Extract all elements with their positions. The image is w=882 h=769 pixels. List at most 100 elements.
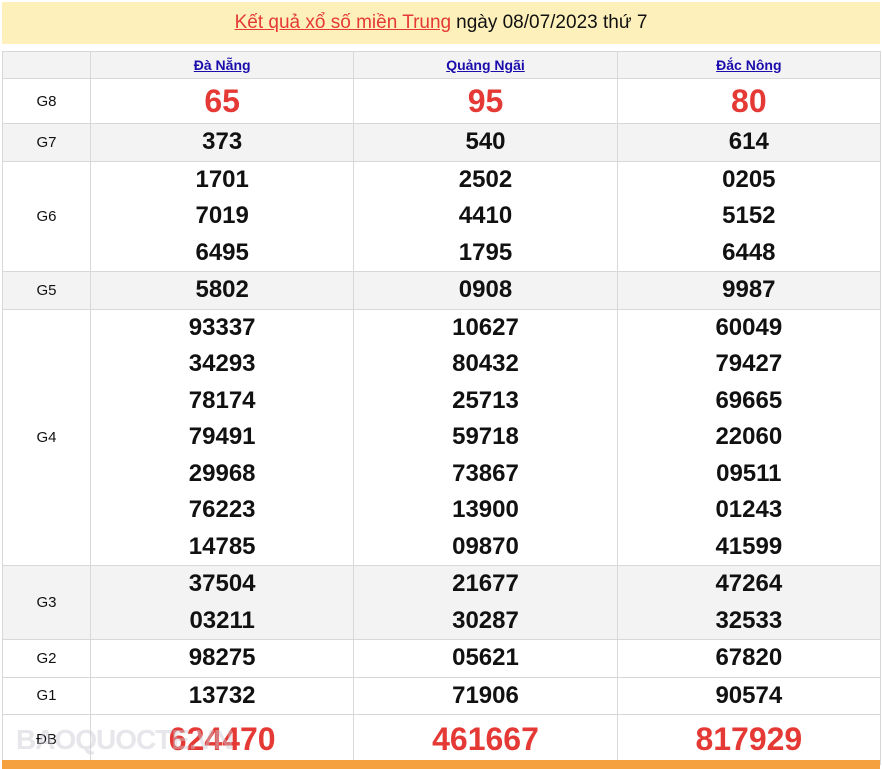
prize-number: 34293: [188, 350, 256, 377]
prize-label: G8: [2, 78, 91, 124]
prize-number: 80432: [452, 350, 519, 377]
prize-cell: 95: [353, 78, 618, 124]
prize-number: 29968: [188, 459, 256, 487]
prize-cell: 80: [616, 78, 882, 124]
province-header: Đắc Nông: [616, 51, 882, 79]
province-header: Đà Nẵng: [89, 51, 355, 79]
prize-number: 30287: [452, 606, 519, 634]
prize-row-đb: ĐB 624470 461667 817929: [2, 714, 882, 765]
prize-row-g4: G4 93337 34293 78174 79491 29968 76223 14785 106…: [2, 308, 882, 566]
prize-number: 41599: [715, 532, 783, 560]
prize-number: 69665: [715, 386, 783, 414]
title-link[interactable]: Kết quả xổ số miền Trung: [234, 12, 452, 33]
prize-number: 14785: [188, 532, 256, 560]
prize-number: 13900: [452, 496, 519, 523]
prize-cell: 47264 32533: [616, 565, 882, 640]
prize-number: 01243: [715, 496, 783, 523]
prize-number: 0908: [458, 276, 513, 303]
prize-cell: 373: [89, 123, 355, 162]
prize-number: 78174: [188, 386, 256, 414]
prize-cell: 614: [616, 123, 882, 162]
prize-number: 80: [731, 82, 767, 119]
prize-number: 6495: [195, 238, 249, 266]
prize-number: 37504: [188, 570, 256, 597]
prize-number: 71906: [452, 681, 519, 709]
prize-number: 1701: [195, 165, 249, 193]
prize-number: 373: [202, 128, 243, 155]
prize-number: 03211: [189, 606, 255, 634]
prize-number: 540: [465, 128, 506, 155]
prize-number: 90574: [715, 681, 783, 709]
prize-number: 614: [728, 128, 769, 155]
prize-cell: 71906: [353, 676, 618, 715]
prize-number: 73867: [452, 459, 519, 487]
corner-cell: [2, 51, 91, 79]
prize-label: G7: [2, 123, 91, 162]
prize-cell: 98275: [89, 639, 355, 678]
prize-number: 98275: [188, 644, 256, 671]
prize-number: 21677: [452, 570, 519, 597]
prize-number: 79427: [715, 350, 783, 377]
results-table: Đà Nẵng Quảng Ngãi Đắc Nông G8 65 95 80 G7 373 5…: [2, 51, 882, 765]
prize-number: 624470: [168, 721, 276, 758]
prize-number: 7019: [195, 202, 249, 229]
province-link[interactable]: Đà Nẵng: [193, 57, 251, 73]
prize-number: 65: [204, 82, 240, 119]
prize-number: 47264: [715, 570, 783, 597]
province-link[interactable]: Đắc Nông: [716, 57, 782, 73]
prize-cell: 624470: [89, 714, 355, 765]
prize-cell: 05621: [353, 639, 618, 678]
province-link[interactable]: Quảng Ngãi: [446, 57, 525, 73]
prize-number: 2502: [458, 165, 513, 193]
footer-bar: [2, 760, 880, 769]
prize-number: 76223: [188, 496, 256, 523]
prize-number: 9987: [722, 276, 776, 303]
prize-cell: 540: [353, 123, 618, 162]
prize-cell: 90574: [616, 676, 882, 715]
prize-number: 59718: [452, 423, 519, 450]
prize-label: G4: [2, 308, 91, 566]
prize-number: 60049: [715, 313, 783, 341]
prize-number: 4410: [458, 202, 513, 229]
prize-row-g1: G1 13732 71906 90574: [2, 676, 882, 715]
prize-cell: 37504 03211: [89, 565, 355, 640]
prize-cell: 461667: [353, 714, 618, 765]
prize-cell: 67820: [616, 639, 882, 678]
prize-number: 32533: [715, 606, 783, 634]
prize-label: G5: [2, 271, 91, 310]
prize-label: ĐB: [2, 714, 91, 765]
province-header: Quảng Ngãi: [353, 51, 618, 79]
prize-number: 09870: [452, 532, 519, 560]
prize-cell: 93337 34293 78174 79491 29968 76223 14785: [89, 308, 355, 566]
prize-number: 67820: [715, 644, 783, 671]
prize-number: 09511: [716, 459, 782, 487]
prize-number: 0205: [722, 165, 776, 193]
prize-cell: 65: [89, 78, 355, 124]
prize-cell: 13732: [89, 676, 355, 715]
results-title: Kết quả xổ số miền Trung ngày 08/07/2023…: [2, 2, 880, 44]
prize-cell: 10627 80432 25713 59718 73867 13900 09870: [353, 308, 618, 566]
prize-label: G1: [2, 676, 91, 715]
prize-cell: 2502 4410 1795: [353, 160, 618, 272]
prize-label: G6: [2, 160, 91, 272]
prize-number: 25713: [452, 386, 519, 414]
prize-cell: 9987: [616, 271, 882, 310]
prize-number: 6448: [722, 238, 776, 266]
prize-row-g2: G2 98275 05621 67820: [2, 639, 882, 678]
title-date: ngày 08/07/2023 thứ 7: [456, 12, 648, 33]
prize-number: 13732: [188, 681, 256, 709]
prize-number: 95: [467, 82, 504, 119]
prize-number: 5802: [195, 276, 249, 303]
prize-number: 461667: [432, 721, 539, 758]
prize-number: 79491: [188, 423, 256, 450]
prize-number: 22060: [715, 423, 783, 450]
prize-row-g3: G3 37504 03211 21677 30287 47264 32533: [2, 565, 882, 640]
prize-cell: 0205 5152 6448: [616, 160, 882, 272]
prize-cell: 60049 79427 69665 22060 09511 01243 41599: [616, 308, 882, 566]
prize-label: G2: [2, 639, 91, 678]
prize-number: 1795: [458, 238, 513, 266]
prize-cell: 21677 30287: [353, 565, 618, 640]
prize-cell: 0908: [353, 271, 618, 310]
prize-row-g6: G6 1701 7019 6495 2502 4410 1795 0205 5152 6448: [2, 160, 882, 272]
prize-row-g5: G5 5802 0908 9987: [2, 271, 882, 310]
